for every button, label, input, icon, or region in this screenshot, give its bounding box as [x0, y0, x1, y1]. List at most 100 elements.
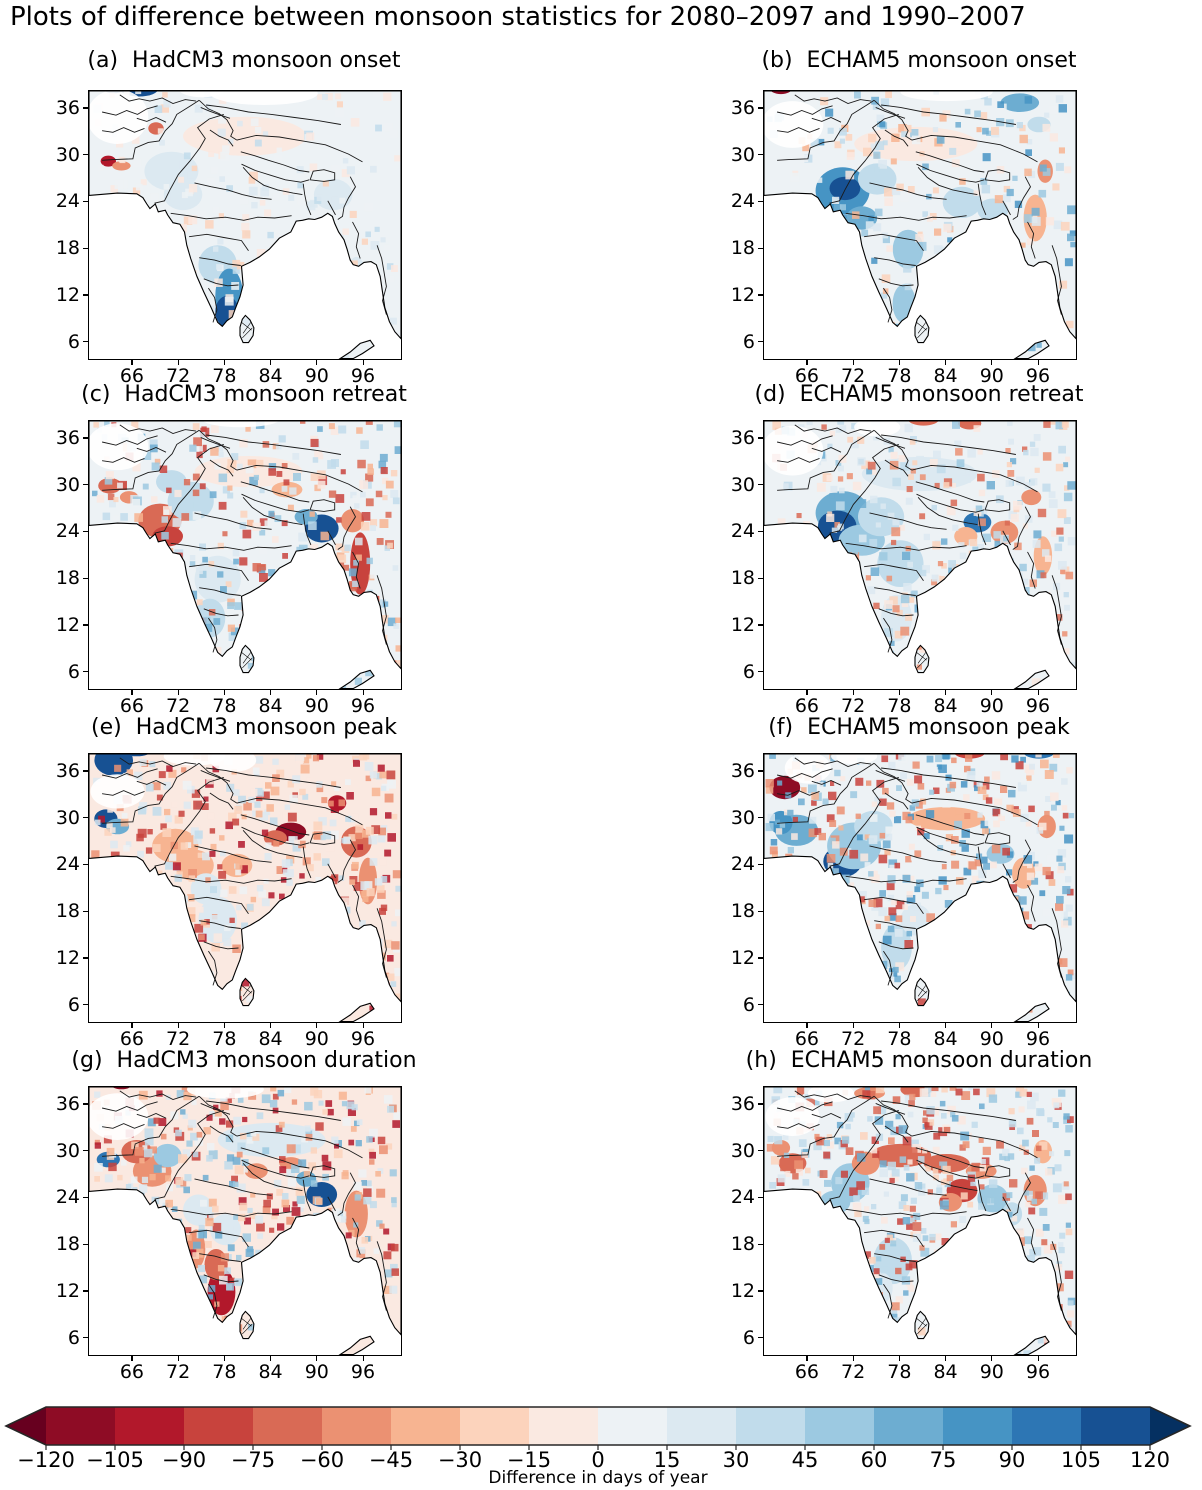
x-axis-tick-label: 72	[841, 1028, 866, 1050]
y-tick-mark	[758, 817, 763, 819]
x-tick-mark	[945, 360, 947, 365]
x-axis-tick-label: 66	[794, 365, 819, 387]
y-axis-tick-label: 24	[55, 190, 80, 213]
map-panel-e	[88, 753, 402, 1023]
y-tick-mark	[758, 107, 763, 109]
x-tick-mark	[223, 1356, 226, 1361]
y-axis-tick-label: 30	[730, 806, 755, 829]
colorbar-tick-label: 0	[591, 1448, 605, 1472]
colorbar-tick-label: 30	[722, 1448, 750, 1472]
y-tick-mark	[83, 294, 88, 296]
y-tick-mark	[758, 910, 763, 912]
y-tick-mark	[83, 957, 88, 959]
x-axis-tick-label: 66	[794, 1028, 819, 1050]
x-axis-tick-label: 78	[887, 1028, 912, 1050]
x-tick-mark	[898, 1356, 901, 1361]
x-tick-mark	[991, 1023, 993, 1028]
map-svg-c	[89, 421, 401, 689]
y-tick-mark	[758, 200, 763, 203]
y-tick-mark	[83, 1290, 88, 1292]
x-axis-tick-label: 90	[979, 365, 1004, 387]
y-tick-mark	[83, 770, 88, 772]
x-axis-tick-label: 78	[887, 1361, 912, 1383]
x-tick-mark	[270, 690, 272, 695]
y-tick-mark	[83, 247, 88, 249]
y-tick-mark	[758, 671, 763, 673]
x-tick-mark	[806, 360, 808, 365]
x-axis-tick-label: 66	[119, 1028, 144, 1050]
y-axis-tick-label: 18	[730, 900, 755, 923]
y-tick-mark	[83, 1337, 88, 1339]
x-tick-mark	[852, 1023, 854, 1028]
y-axis-tick-label: 30	[55, 473, 80, 496]
x-tick-mark	[945, 1356, 947, 1361]
y-axis-tick-label: 6	[67, 993, 80, 1016]
y-tick-mark	[758, 341, 763, 343]
x-axis-tick-label: 84	[933, 365, 958, 387]
x-axis-tick-label: 72	[841, 365, 866, 387]
y-axis-tick-label: 12	[730, 613, 755, 636]
x-axis-tick-label: 84	[258, 1361, 283, 1383]
x-tick-mark	[1037, 360, 1039, 365]
y-tick-mark	[83, 817, 88, 819]
y-axis-tick-label: 24	[55, 1186, 80, 1209]
y-axis-tick-label: 36	[730, 1092, 755, 1115]
y-tick-mark	[83, 577, 88, 579]
x-tick-mark	[806, 1023, 808, 1028]
x-axis-tick-label: 96	[350, 1361, 376, 1383]
x-tick-mark	[898, 1023, 901, 1028]
x-tick-mark	[270, 1356, 272, 1361]
colorbar-tick-label: −30	[437, 1448, 483, 1472]
y-tick-mark	[83, 1150, 88, 1152]
y-tick-mark	[83, 1196, 88, 1199]
y-axis-tick-label: 6	[67, 1326, 80, 1349]
colorbar-tick-label: −75	[230, 1448, 276, 1472]
x-axis-tick-label: 84	[258, 1028, 283, 1050]
x-axis-tick-label: 72	[166, 365, 191, 387]
x-tick-mark	[316, 690, 318, 695]
y-axis-tick-label: 24	[730, 853, 755, 876]
y-axis-tick-label: 6	[67, 660, 80, 683]
x-axis-tick-label: 84	[258, 365, 283, 387]
x-tick-mark	[362, 690, 364, 695]
colorbar-tick-label: 45	[791, 1448, 819, 1472]
y-axis-tick-label: 18	[55, 237, 80, 260]
panel-title-a: (a) HadCM3 monsoon onset	[87, 48, 401, 73]
y-axis-tick-label: 6	[67, 330, 80, 353]
x-tick-mark	[316, 1023, 318, 1028]
y-axis-tick-label: 12	[730, 946, 755, 969]
y-tick-mark	[758, 624, 763, 626]
x-axis-tick-label: 66	[119, 1361, 144, 1383]
x-axis-tick-label: 66	[119, 365, 144, 387]
x-tick-mark	[316, 360, 318, 365]
x-tick-mark	[177, 690, 179, 695]
y-tick-mark	[758, 154, 763, 156]
y-axis-tick-label: 36	[55, 426, 80, 449]
x-axis-tick-label: 72	[841, 695, 866, 717]
y-tick-mark	[758, 530, 763, 533]
x-tick-mark	[991, 360, 993, 365]
colorbar-tick-label: −120	[17, 1448, 75, 1472]
y-axis-tick-label: 36	[55, 1092, 80, 1115]
y-axis-tick-label: 12	[55, 946, 80, 969]
map-panel-h	[763, 1086, 1077, 1356]
x-tick-mark	[177, 1356, 179, 1361]
y-tick-mark	[758, 1290, 763, 1292]
x-tick-mark	[362, 360, 364, 365]
colorbar-tick-label: −60	[299, 1448, 345, 1472]
y-axis-tick-label: 30	[730, 143, 755, 166]
y-tick-mark	[758, 770, 763, 772]
x-tick-mark	[991, 1356, 993, 1361]
x-axis-tick-label: 78	[212, 695, 237, 717]
x-tick-mark	[223, 690, 226, 695]
colorbar-tick-label: −105	[86, 1448, 144, 1472]
colorbar-tick-label: −90	[161, 1448, 207, 1472]
x-tick-mark	[852, 360, 854, 365]
x-axis-tick-label: 90	[304, 365, 329, 387]
x-tick-mark	[131, 1356, 133, 1361]
y-tick-mark	[83, 530, 88, 533]
y-axis-tick-label: 18	[730, 237, 755, 260]
y-axis-tick-label: 36	[730, 426, 755, 449]
x-axis-tick-label: 96	[1025, 695, 1051, 717]
y-axis-tick-label: 12	[730, 1279, 755, 1302]
